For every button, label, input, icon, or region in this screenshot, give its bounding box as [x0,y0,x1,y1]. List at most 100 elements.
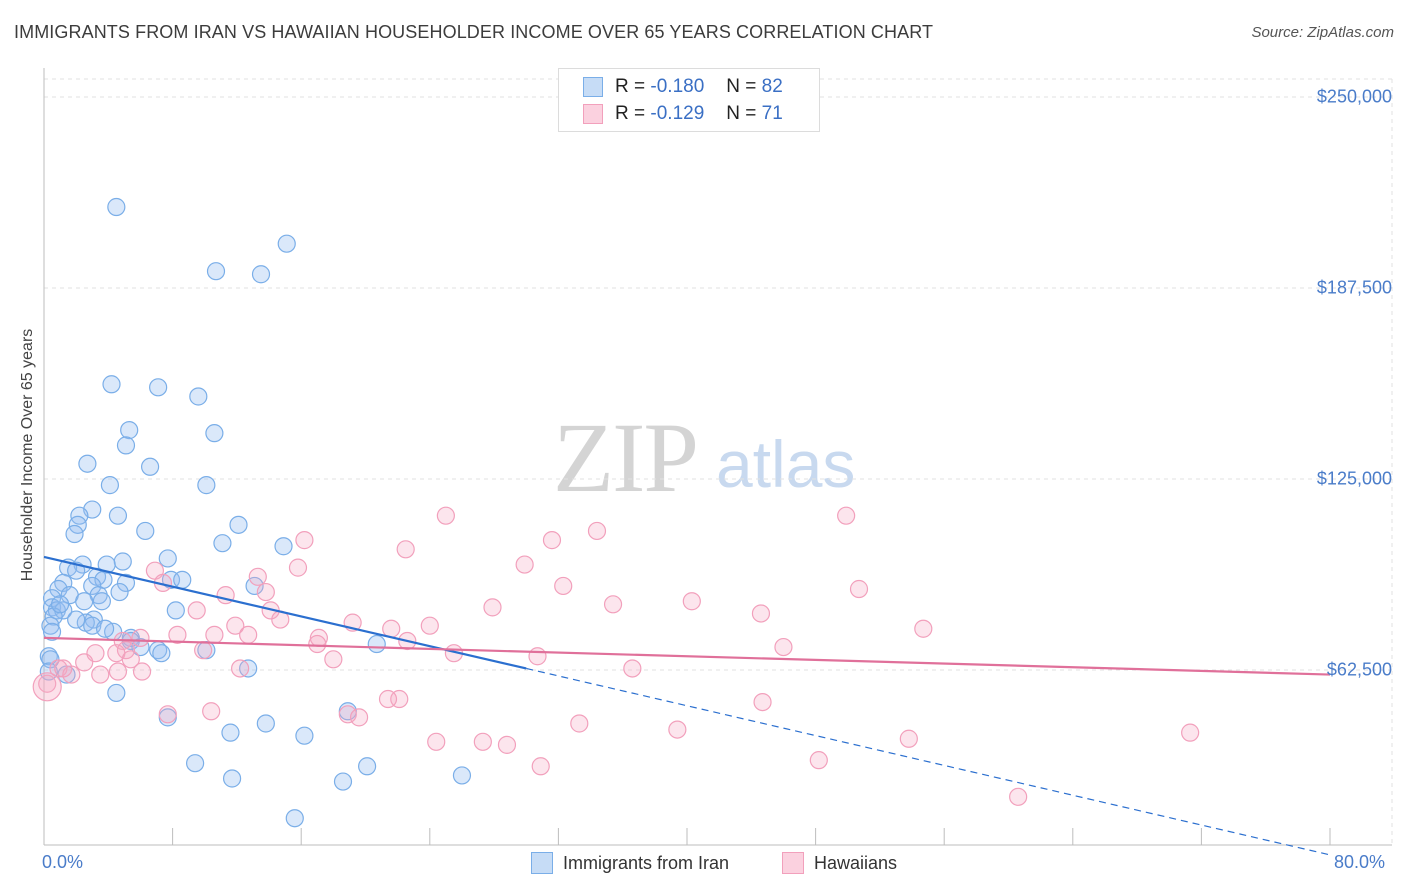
data-point [1181,723,1200,742]
data-point [837,506,856,525]
data-point [42,622,62,641]
y-tick-label: $125,000 [1316,468,1392,489]
data-point [173,570,192,589]
legend-row-iran: R = -0.180 N = 82 [583,74,783,100]
series-hawaiians-points [32,506,1200,806]
data-point [168,625,187,644]
data-point [95,619,115,638]
data-point [108,506,128,525]
data-point [436,506,455,525]
data-point [333,772,353,791]
y-tick-label: $250,000 [1316,86,1392,107]
data-point [452,766,472,785]
data-point [187,601,206,620]
data-point [623,659,642,678]
data-point [256,714,275,733]
data-point [136,521,155,541]
data-point [206,262,226,281]
data-point [531,757,550,776]
data-point [131,637,150,657]
data-point [497,735,517,754]
data-point [274,537,293,556]
data-point [587,521,607,541]
data-point [849,579,869,599]
data-point [256,582,275,602]
data-point [140,457,160,476]
legend-swatch-hawaiians [583,104,603,124]
data-point [231,659,250,678]
data-point [70,506,89,525]
bottom-legend-label-hawaiians: Hawaiians [814,852,898,873]
data-point [107,683,126,703]
data-point [427,732,446,751]
data-point [809,751,828,770]
data-point [78,454,97,473]
data-point [570,714,589,733]
y-tick-label: $187,500 [1316,277,1392,298]
y-axis-label: Householder Income Over 65 years [19,328,36,582]
data-point [166,601,185,620]
data-point [528,647,547,666]
data-point [308,634,327,654]
legend-r-value: -0.129 [650,103,705,124]
data-point [121,650,140,669]
data-point [132,662,152,681]
legend-n-label: N = [726,103,757,124]
bottom-legend-swatch-iran [531,852,553,874]
data-point [120,421,139,440]
data-point [158,549,177,568]
data-point [152,644,171,663]
data-point [603,595,623,614]
trend-line-iran-extrapolated [526,667,1331,856]
data-point [213,534,232,553]
data-point [473,732,492,751]
legend-n-value: 71 [761,103,783,124]
data-point [186,754,205,773]
data-point [251,265,271,284]
y-tick-label: $62,500 [1326,659,1392,680]
data-point [753,692,772,712]
data-point [515,555,534,574]
data-point [682,592,701,611]
data-point [239,625,258,644]
trend-lines [43,555,1331,856]
data-point [75,653,94,672]
data-point [349,708,369,727]
data-point [396,540,415,559]
data-point [65,524,84,544]
data-point [914,619,933,638]
data-point [358,757,377,776]
legend-r-label: R = [615,103,646,124]
data-point [205,625,224,644]
data-point [83,576,102,596]
data-point [197,476,216,495]
data-point [149,378,168,397]
data-point-cluster [32,672,62,702]
stats-legend: R = -0.180 N = 82 R = -0.129 N = 71 [558,68,820,132]
data-point [113,552,132,571]
data-point [295,726,314,745]
watermark-atlas: atlas [716,427,856,501]
bottom-legend-label-iran: Immigrants from Iran [563,852,730,873]
data-point [229,515,248,534]
data-point [102,375,121,394]
data-point [288,558,308,577]
legend-row-hawaiians: R = -0.129 N = 71 [583,101,783,127]
data-point [189,387,208,406]
x-tick-label-min: 0.0% [42,852,84,872]
bottom-legend-swatch-hawaiians [782,852,804,874]
legend-swatch-iran [583,77,603,97]
watermark-zip: ZIP [553,402,699,513]
data-point [1009,787,1028,806]
axes [43,68,1392,846]
data-point [110,582,129,602]
chart-title: IMMIGRANTS FROM IRAN VS HAWAIIAN HOUSEHO… [14,22,934,42]
data-point [116,436,136,455]
data-point [899,729,918,748]
data-point [483,598,502,617]
data-point [116,573,136,593]
source-credit: Source: ZipAtlas.com [1251,24,1394,41]
legend-n-value: 82 [761,76,783,97]
data-point [324,650,343,669]
trend-line-hawaiians [43,636,1331,676]
